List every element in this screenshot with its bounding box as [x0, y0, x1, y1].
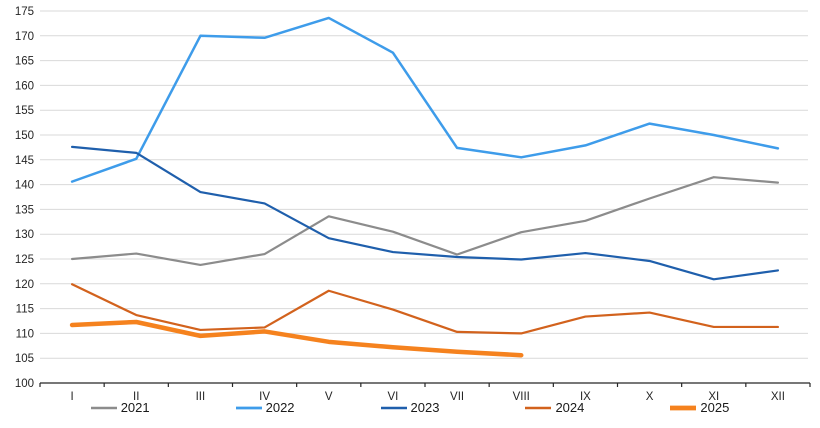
- series-line-2024: [70, 283, 780, 335]
- x-axis-tick-label: XII: [771, 391, 785, 403]
- legend-item-2024: 2024: [525, 399, 584, 417]
- x-axis-tick-label: IX: [580, 391, 591, 403]
- x-axis-tick-label: VI: [387, 391, 398, 403]
- x-axis-tick-label: X: [646, 391, 654, 403]
- legend-item-2022: 2022: [235, 399, 295, 417]
- legend-label: 2021: [120, 400, 150, 415]
- x-axis-tick-label: VIII: [513, 391, 530, 403]
- y-axis-tick-label: 175: [15, 6, 34, 18]
- y-axis-tick-label: 105: [15, 353, 34, 365]
- x-axis-tick-label: I: [70, 391, 73, 403]
- legend-label: 2023: [410, 400, 440, 415]
- y-axis-tick-label: 155: [15, 105, 34, 117]
- y-axis-tick-label: 165: [15, 56, 34, 68]
- legend-line-marker: [235, 406, 262, 410]
- x-axis-tick-label: XI: [708, 391, 719, 403]
- y-axis-tick-label: 170: [15, 31, 34, 43]
- y-axis-tick-label: 110: [16, 328, 34, 340]
- x-axis-tick-label: III: [196, 391, 206, 403]
- series-line-2025: [69, 319, 524, 358]
- chart-legend: 2021 2022 2023 2024 2025: [0, 399, 820, 417]
- legend-line-marker: [90, 406, 117, 410]
- legend-line-marker: [670, 405, 697, 411]
- x-axis-tick-label: IV: [259, 391, 270, 403]
- legend-item-2025: 2025: [670, 399, 729, 417]
- legend-label: 2022: [265, 400, 295, 415]
- y-axis-tick-label: 115: [16, 304, 34, 316]
- series-line-2021: [70, 176, 780, 267]
- y-axis-tick-label: 100: [15, 378, 34, 390]
- y-axis-tick-label: 160: [15, 80, 34, 92]
- y-axis-tick-label: 130: [15, 229, 34, 241]
- x-axis-tick-label: V: [325, 391, 333, 403]
- y-axis-tick-label: 140: [15, 180, 34, 192]
- legend-line-marker: [380, 406, 407, 410]
- y-axis-tick-label: 145: [15, 155, 34, 167]
- y-axis-tick-label: 135: [15, 204, 34, 216]
- y-axis-tick-label: 150: [15, 130, 34, 142]
- legend-line-marker: [525, 406, 552, 410]
- series-line-2022: [70, 16, 780, 183]
- legend-item-2023: 2023: [380, 399, 440, 417]
- y-axis-tick-label: 125: [15, 254, 34, 266]
- series-line-2023: [70, 145, 780, 281]
- legend-label: 2024: [555, 400, 585, 415]
- legend-label: 2025: [700, 400, 730, 415]
- legend-item-2021: 2021: [90, 399, 150, 417]
- x-axis-tick-label: VII: [450, 391, 464, 403]
- x-axis-tick-label: II: [133, 391, 139, 403]
- y-axis-tick-label: 120: [15, 279, 34, 291]
